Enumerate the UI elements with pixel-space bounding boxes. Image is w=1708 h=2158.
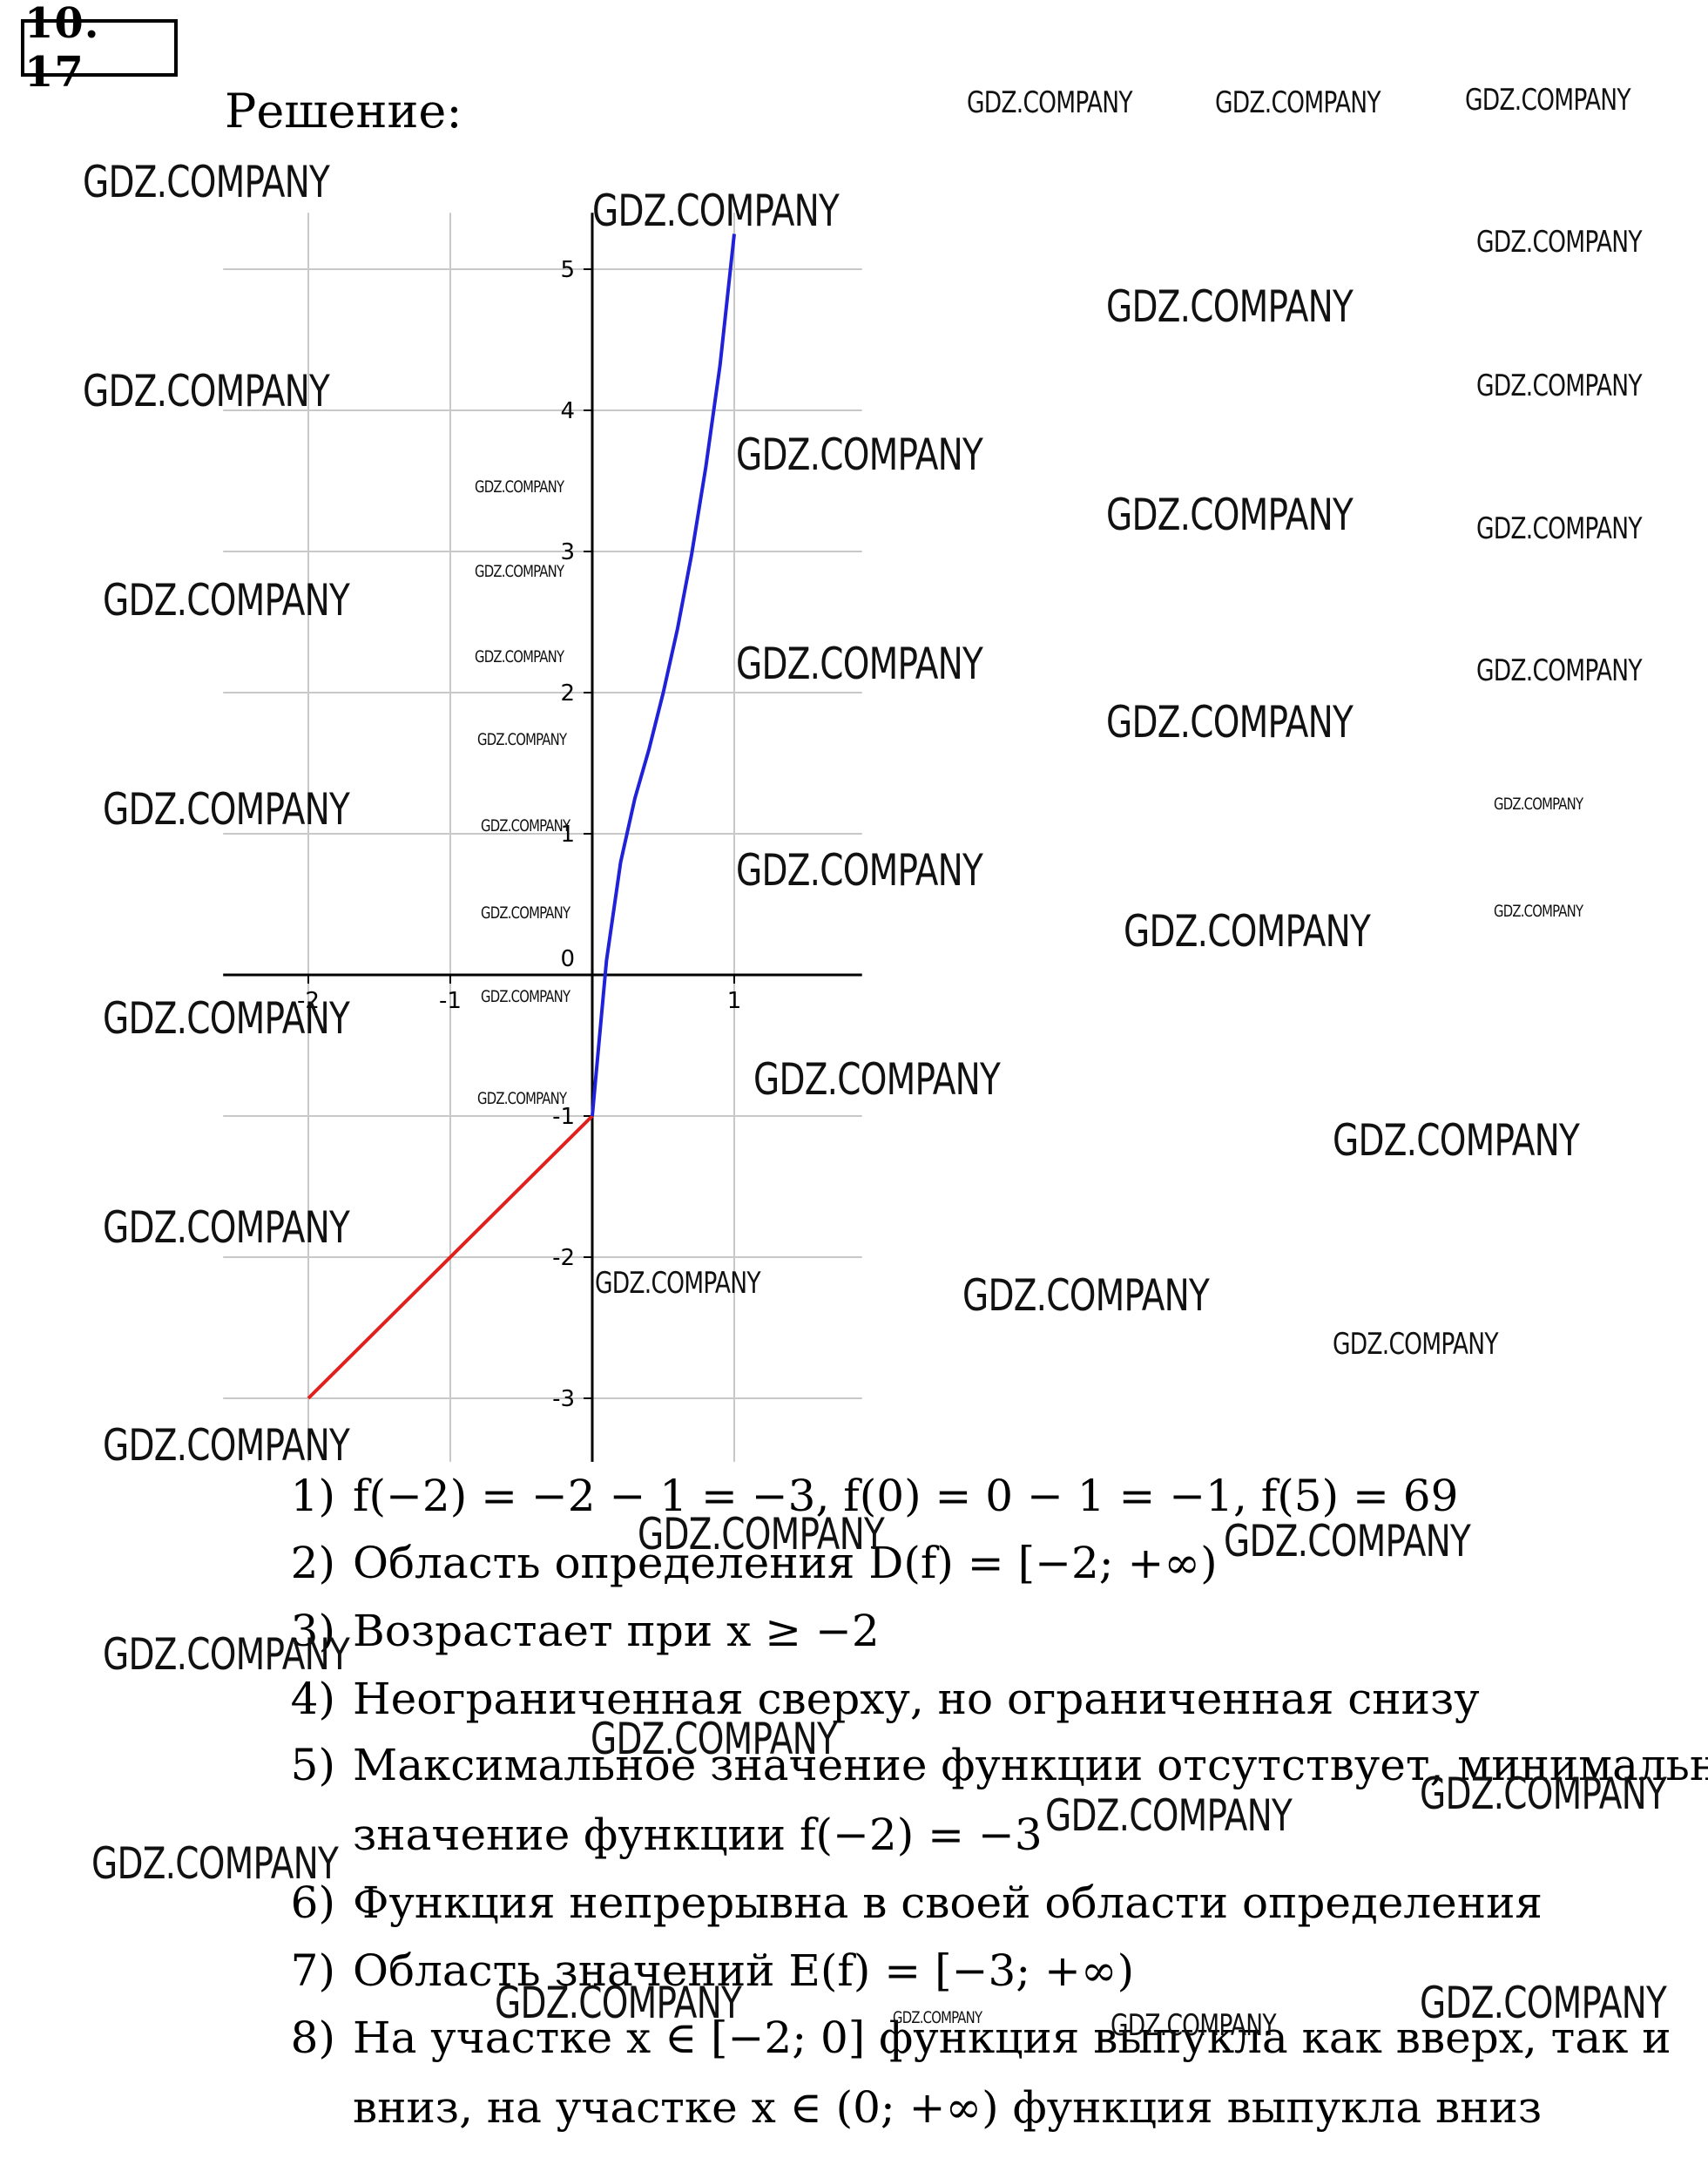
fact-item: 2) Область определения D(f) = [−2; +∞) [274,1538,1218,1588]
function-graph: -2 -1 1 -3 -2 -1 0 1 2 3 4 5 [223,213,862,1462]
y-tick-label: -1 [552,1104,575,1130]
tick-labels: -2 -1 1 -3 -2 -1 0 1 2 3 4 5 [297,257,741,1412]
y-tick-label: 4 [560,398,575,424]
y-tick-label: 5 [560,257,575,283]
fact-number: 8) [290,2013,335,2063]
watermark: GDZ.COMPANY [1224,1516,1471,1566]
fact-item: 4) Неограниченная сверху, но ограниченная… [274,1674,1480,1724]
fact-number: 5) [290,1740,335,1790]
fact-item: вниз, на участке x ∈ (0; +∞) функция вып… [274,2082,1542,2133]
fact-text: Возрастает при x ≥ −2 [353,1606,880,1656]
fact-number: 4) [290,1674,335,1724]
fact-item: значение функции f(−2) = −3 [274,1810,1043,1860]
fact-number: 1) [290,1471,335,1521]
fact-number: 7) [290,1945,335,1996]
fact-item: 8) На участке x ∈ [−2; 0] функция выпукла… [274,2013,1671,2063]
y-tick-label: 0 [560,946,575,972]
y-tick-label: 1 [560,822,575,848]
fact-text: f(−2) = −2 − 1 = −3, f(0) = 0 − 1 = −1, … [353,1471,1459,1521]
fact-item: 1) f(−2) = −2 − 1 = −3, f(0) = 0 − 1 = −1… [274,1471,1459,1521]
fact-item: 3) Возрастает при x ≥ −2 [274,1606,880,1656]
series-lines [307,233,736,1400]
y-tick-label: 2 [560,680,575,707]
y-tick-label: 3 [560,539,575,565]
solution-label: Решение: [225,84,462,139]
fact-item: 6) Функция непрерывна в своей области опр… [274,1877,1543,1928]
x-tick-label: -1 [439,988,462,1014]
grid-lines [223,213,862,1462]
fact-number: 6) [290,1877,335,1928]
fact-text: Максимальное значение функции отсутствуе… [353,1740,1708,1790]
x-tick-label: -2 [297,988,320,1014]
fact-text: вниз, на участке x ∈ (0; +∞) функция вып… [353,2082,1543,2133]
fact-item: 5) Максимальное значение функции отсутств… [274,1740,1708,1790]
series-line [307,1114,594,1400]
fact-text: На участке x ∈ [−2; 0] функция выпукла к… [353,2013,1671,2063]
fact-text: Функция непрерывна в своей области опред… [353,1877,1543,1928]
series-line [591,233,736,1117]
y-tick-label: -3 [552,1386,575,1412]
fact-text: Неограниченная сверху, но ограниченная с… [353,1674,1480,1724]
fact-number: 2) [290,1538,335,1588]
axes [223,213,862,1462]
y-tick-label: -2 [552,1245,575,1271]
fact-text: Область значений E(f) = [−3; +∞) [353,1945,1135,1996]
fact-text: значение функции f(−2) = −3 [353,1810,1043,1860]
fact-text: Область определения D(f) = [−2; +∞) [353,1538,1218,1588]
fact-number: 3) [290,1606,335,1656]
x-tick-label: 1 [727,988,742,1014]
fact-item: 7) Область значений E(f) = [−3; +∞) [274,1945,1134,1996]
watermark: GDZ.COMPANY [1045,1790,1293,1841]
